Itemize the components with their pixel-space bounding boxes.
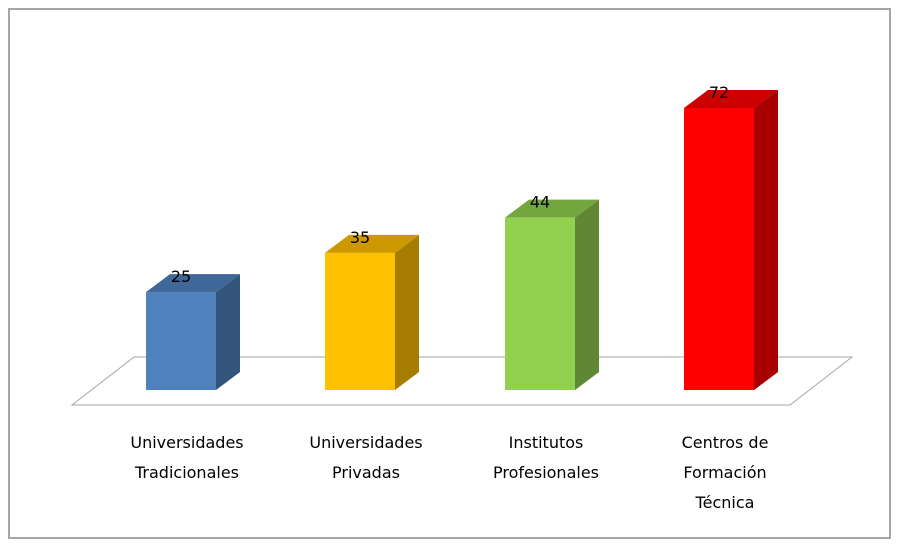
bar-front <box>325 252 395 390</box>
bar-side-shade <box>216 274 240 390</box>
bar-top <box>146 274 240 293</box>
bar-side <box>575 199 599 390</box>
value-label: 25 <box>171 267 191 286</box>
bar-top-shade <box>684 90 778 108</box>
bar-top-shade <box>325 234 419 253</box>
bar-front <box>146 292 216 390</box>
bar-top <box>684 90 778 108</box>
floor <box>70 356 854 406</box>
bar-side-shade <box>754 90 778 390</box>
bar-side <box>216 274 240 390</box>
value-label: 35 <box>350 228 370 247</box>
value-label: 44 <box>530 193 550 212</box>
bar-side <box>395 234 419 390</box>
bar-front <box>684 108 754 390</box>
category-label: Universidades Privadas <box>309 433 423 482</box>
bar-side-shade <box>575 199 599 390</box>
bar <box>325 234 419 390</box>
bar <box>684 90 778 390</box>
category-label: Universidades Tradicionales <box>130 433 244 482</box>
bar-side <box>754 90 778 390</box>
bar <box>146 274 240 390</box>
bar-top <box>325 234 419 253</box>
category-label: Centros de Formación Técnica <box>681 433 769 512</box>
bar-top <box>505 199 599 218</box>
bar-side-shade <box>395 234 419 390</box>
bar-top-shade <box>505 199 599 218</box>
bar-top-shade <box>146 274 240 293</box>
bar-front <box>505 217 575 390</box>
category-label: Institutos Profesionales <box>493 433 599 482</box>
value-label: 72 <box>709 83 729 102</box>
bar <box>505 199 599 390</box>
